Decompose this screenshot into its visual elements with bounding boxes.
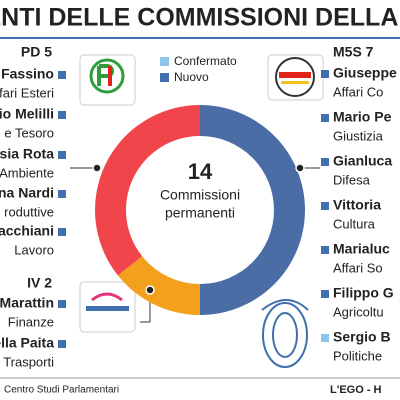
member-name: Sergio B [333,329,391,345]
status-square [58,300,66,308]
member-role: e Tesoro [4,125,54,140]
party-label: PD 5 [21,44,52,60]
status-square [321,334,329,342]
iv-logo [79,281,136,333]
member-role: Giustizia [333,128,384,143]
member-role: roduttive [4,204,54,219]
dot [295,163,305,173]
member-role: Finanze [8,314,54,329]
status-square [321,114,329,122]
member-role: Lavoro [14,242,54,257]
member-name: Giuseppe [333,65,397,81]
member-role: Difesa [333,172,371,187]
legend-swatch [160,57,169,66]
member-name: Marialuc [333,241,390,257]
donut-segment [200,105,305,315]
camera-logo [261,299,309,368]
status-square [58,190,66,198]
status-square [321,158,329,166]
source: Centro Studi Parlamentari [4,385,119,396]
member-name: ssia Rota [0,146,54,162]
status-square [321,202,329,210]
dot [92,163,102,173]
status-square [58,111,66,119]
party-label: M5S 7 [333,44,374,60]
status-square [58,151,66,159]
member-role: Agricoltu [333,304,384,319]
status-square [58,340,66,348]
title: IDENTI DELLE COMMISSIONI DELLA CA [0,4,400,32]
member-name: Gianluca [333,153,392,169]
status-square [321,246,329,254]
donut-segment [94,105,200,276]
dot [145,285,155,295]
status-square [321,70,329,78]
member-name: racchiani [0,223,54,239]
member-role: Affari Co [333,84,383,99]
legend-label: Confermato [174,54,237,68]
status-square [321,290,329,298]
member-role: Ambiente [0,165,54,180]
member-name: Filippo G [333,285,394,301]
member-role: Affari So [333,260,383,275]
member-name: Marattin [0,295,54,311]
member-role: ffari Esteri [0,85,54,100]
member-role: Politiche [333,348,382,363]
center-value: 14 [188,159,213,184]
m5s-logo [267,54,324,101]
member-name: ina Nardi [0,185,54,201]
member-role: Trasporti [3,354,54,369]
donut-segment [117,256,200,315]
status-square [58,228,66,236]
pd-logo [79,54,136,106]
brand: L'EGO - H [330,384,382,396]
member-name: o Fassino [0,66,54,82]
center-text: Commissioni [160,187,240,203]
center-text: permanenti [165,205,235,221]
legend-swatch [160,73,169,82]
member-name: Mario Pe [333,109,392,125]
legend-label: Nuovo [174,70,209,84]
member-name: Vittoria [333,197,381,213]
member-name: io Melilli [0,106,54,122]
party-label: IV 2 [27,275,52,291]
member-role: Cultura [333,216,376,231]
status-square [58,71,66,79]
